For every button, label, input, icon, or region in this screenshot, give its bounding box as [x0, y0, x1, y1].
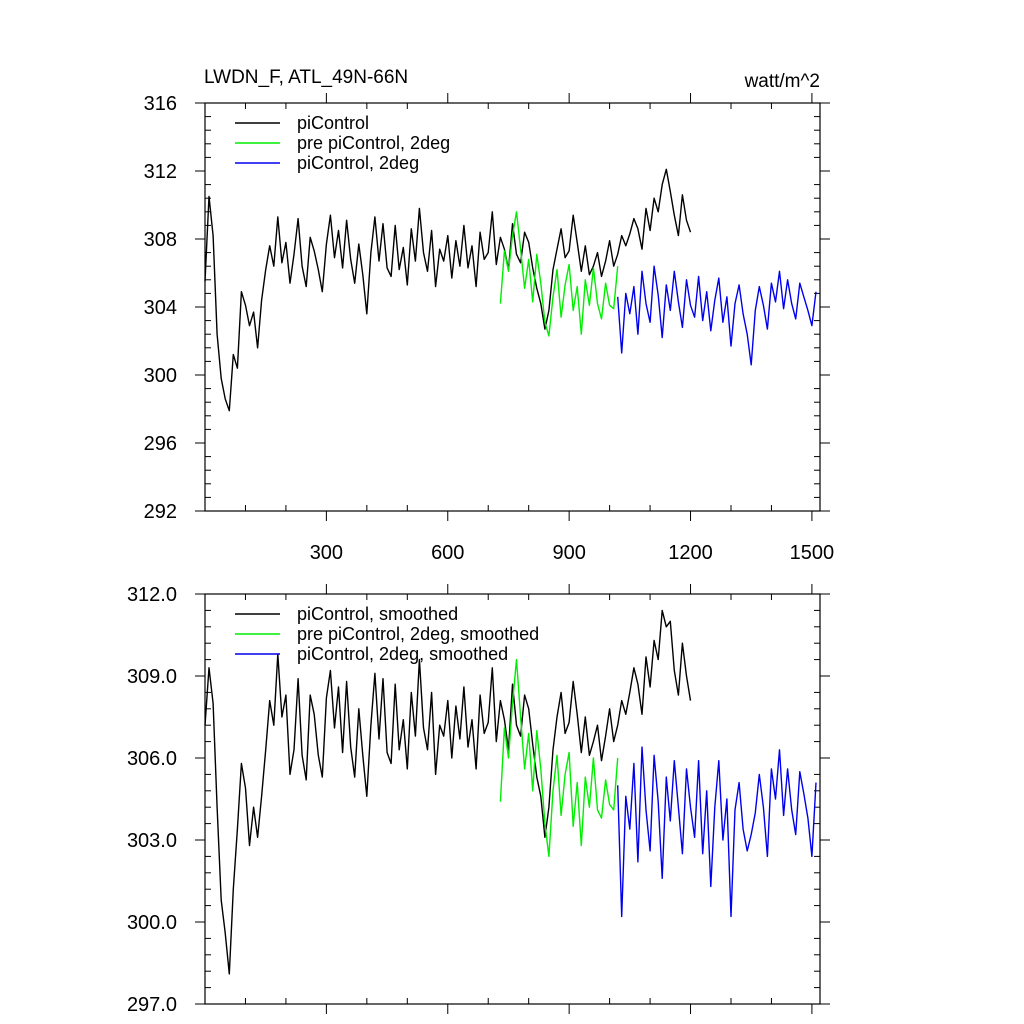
x-tick-label: 1500	[790, 542, 835, 564]
series-line-pre-picontrol-2deg-smoothed	[499, 658, 619, 858]
y-tick-label: 308	[144, 229, 177, 251]
top-panel: LWDN_F, ATL_49N-66N watt/m^2 292 296 300…	[144, 67, 835, 564]
top-panel-frame	[204, 102, 821, 512]
series-line-pre-picontrol-2deg	[499, 211, 619, 337]
legend-label-picontrol-2deg: piControl, 2deg	[297, 153, 419, 173]
y-tick-label: 297.0	[127, 994, 177, 1016]
y-tick-label: 306.0	[127, 748, 177, 770]
series-line-picontrol	[204, 168, 692, 412]
x-tick-label: 900	[552, 542, 585, 564]
x-tick-label: 600	[431, 542, 464, 564]
bottom-panel-ticks	[195, 584, 830, 1014]
y-tick-label: 296	[144, 433, 177, 455]
y-tick-label: 292	[144, 501, 177, 523]
y-tick-label: 300	[144, 365, 177, 387]
legend-label-pre-picontrol-2deg: pre piControl, 2deg	[297, 133, 450, 153]
bottom-panel-legend: piControl, smoothed pre piControl, 2deg,…	[235, 604, 539, 664]
bottom-panel-frame	[204, 593, 821, 1005]
y-tick-label: 316	[144, 93, 177, 115]
top-panel-legend: piControl pre piControl, 2deg piControl,…	[235, 113, 450, 173]
bottom-panel-y-tick-labels: 297.0 300.0 303.0 306.0 309.0 312.0	[127, 584, 177, 1016]
x-tick-label: 1200	[668, 542, 713, 564]
y-tick-label: 309.0	[127, 666, 177, 688]
y-tick-label: 303.0	[127, 830, 177, 852]
series-line-picontrol-2deg	[617, 265, 817, 366]
y-tick-label: 312.0	[127, 584, 177, 606]
bottom-panel-series	[204, 609, 817, 975]
series-line-picontrol-smoothed	[204, 609, 692, 975]
top-panel-units: watt/m^2	[744, 71, 820, 92]
legend-label-picontrol-smoothed: piControl, smoothed	[297, 604, 458, 624]
legend-label-picontrol-2deg-smoothed: piControl, 2deg, smoothed	[297, 644, 508, 664]
y-tick-label: 304	[144, 297, 177, 319]
x-tick-label: 300	[310, 542, 343, 564]
top-panel-y-tick-labels: 292 296 300 304 308 312 316	[144, 93, 177, 523]
top-panel-x-tick-labels: 300 600 900 1200 1500	[310, 542, 834, 564]
top-panel-ticks	[195, 93, 830, 521]
y-tick-label: 300.0	[127, 912, 177, 934]
top-panel-title: LWDN_F, ATL_49N-66N	[204, 67, 408, 88]
legend-label-picontrol: piControl	[297, 113, 369, 133]
bottom-panel: 297.0 300.0 303.0 306.0 309.0 312.0 piCo…	[127, 584, 830, 1016]
y-tick-label: 312	[144, 161, 177, 183]
top-panel-series	[204, 168, 817, 412]
series-line-picontrol-2deg-smoothed	[617, 746, 817, 918]
legend-label-pre-picontrol-2deg-smoothed: pre piControl, 2deg, smoothed	[297, 624, 539, 644]
